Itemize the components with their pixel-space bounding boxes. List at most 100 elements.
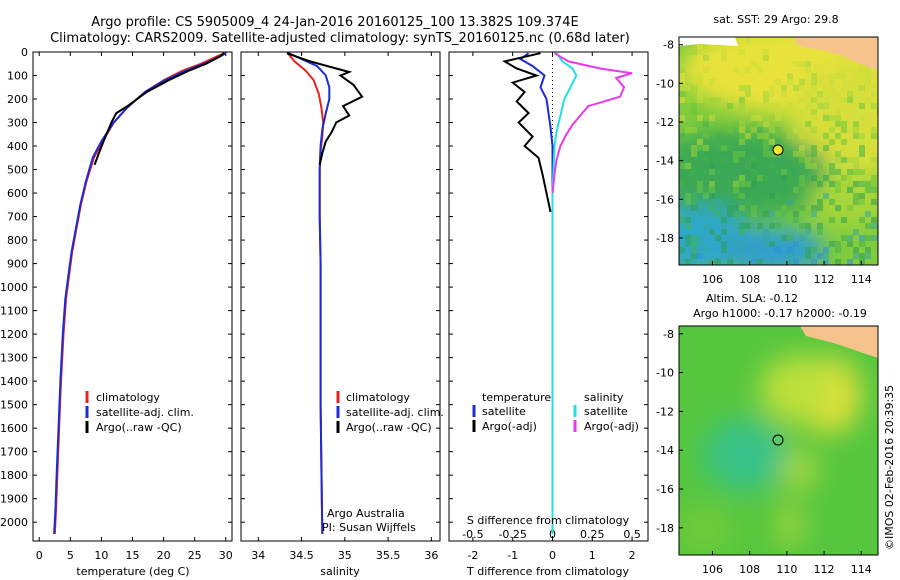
sst-pixel bbox=[781, 235, 787, 241]
sst-pixel bbox=[733, 181, 739, 187]
x-tick-label: 15 bbox=[126, 549, 140, 562]
series-line-climatology bbox=[53, 52, 225, 534]
sst-pixel bbox=[775, 223, 781, 229]
sst-pixel bbox=[745, 85, 751, 91]
credit-line2: PI: Susan Wijffels bbox=[322, 521, 416, 534]
temperature-series bbox=[53, 52, 227, 534]
depth-tick-label: 1800 bbox=[0, 469, 28, 482]
sst-pixel bbox=[763, 151, 769, 157]
sst-pixel bbox=[679, 247, 685, 253]
sst-pixel bbox=[733, 49, 739, 55]
sst-pixel bbox=[733, 175, 739, 181]
map-x-tick-label: 110 bbox=[776, 563, 797, 576]
sst-pixel bbox=[823, 79, 829, 85]
sst-pixel bbox=[679, 79, 685, 85]
sst-pixel bbox=[859, 217, 865, 223]
series-line-climatology bbox=[286, 52, 325, 534]
sst-pixel bbox=[721, 229, 727, 235]
sst-pixel bbox=[835, 121, 841, 127]
sst-pixel bbox=[691, 169, 697, 175]
sst-pixel bbox=[829, 241, 835, 247]
sst-pixel bbox=[799, 49, 805, 55]
sst-pixel bbox=[871, 127, 877, 133]
sst-pixel bbox=[859, 145, 865, 151]
legend-title-temperature: temperature bbox=[482, 391, 551, 404]
sst-pixel bbox=[823, 67, 829, 73]
sst-pixel bbox=[679, 163, 685, 169]
map-y-tick-label: -18 bbox=[656, 522, 674, 535]
sst-pixel bbox=[763, 199, 769, 205]
sst-pixel bbox=[787, 91, 793, 97]
sst-pixel bbox=[769, 127, 775, 133]
sst-pixel bbox=[805, 163, 811, 169]
sst-pixel bbox=[853, 169, 859, 175]
sst-pixel bbox=[685, 217, 691, 223]
sst-pixel bbox=[787, 199, 793, 205]
sst-pixel bbox=[817, 223, 823, 229]
sst-pixel bbox=[853, 127, 859, 133]
map-y-tick-label: -14 bbox=[656, 444, 674, 457]
sst-pixel bbox=[739, 247, 745, 253]
legend-label-climatology: climatology bbox=[346, 391, 410, 404]
sst-pixel bbox=[739, 49, 745, 55]
sst-pixel bbox=[781, 175, 787, 181]
sst-pixel bbox=[703, 55, 709, 61]
sst-pixel bbox=[739, 103, 745, 109]
sst-pixel bbox=[757, 133, 763, 139]
sst-pixel bbox=[859, 85, 865, 91]
sst-pixel bbox=[805, 247, 811, 253]
sst-pixel bbox=[817, 205, 823, 211]
sst-pixel bbox=[781, 37, 787, 43]
sst-pixel bbox=[793, 217, 799, 223]
sst-pixel bbox=[829, 163, 835, 169]
sst-pixel bbox=[745, 223, 751, 229]
sst-pixel bbox=[841, 91, 847, 97]
sst-pixel bbox=[709, 79, 715, 85]
sst-pixel bbox=[691, 247, 697, 253]
sst-pixel bbox=[775, 79, 781, 85]
sst-pixel bbox=[679, 145, 685, 151]
sst-pixel bbox=[685, 223, 691, 229]
sst-pixel bbox=[739, 151, 745, 157]
map-x-tick-label: 106 bbox=[702, 563, 723, 576]
sst-pixel bbox=[679, 55, 685, 61]
sst-pixel bbox=[733, 223, 739, 229]
sst-pixel bbox=[763, 121, 769, 127]
sst-pixel bbox=[721, 247, 727, 253]
sst-pixel bbox=[847, 181, 853, 187]
sst-pixel bbox=[853, 157, 859, 163]
sst-pixel bbox=[799, 205, 805, 211]
sst-pixel bbox=[871, 79, 877, 85]
sst-pixel bbox=[745, 181, 751, 187]
sst-pixel bbox=[853, 121, 859, 127]
sst-pixel bbox=[769, 91, 775, 97]
sst-pixel bbox=[847, 127, 853, 133]
sst-pixel bbox=[769, 61, 775, 67]
sst-pixel bbox=[721, 241, 727, 247]
sst-pixel bbox=[799, 145, 805, 151]
map-x-tick-label: 108 bbox=[739, 563, 760, 576]
sst-pixel bbox=[823, 175, 829, 181]
series-line-temperature-satellite bbox=[518, 52, 554, 534]
sst-pixel bbox=[805, 229, 811, 235]
sst-pixel bbox=[769, 259, 775, 265]
sst-pixel bbox=[745, 91, 751, 97]
sst-pixel bbox=[871, 91, 877, 97]
sst-pixel bbox=[853, 133, 859, 139]
series-line-satellite-adj-clim- bbox=[288, 52, 331, 534]
sst-pixel bbox=[805, 67, 811, 73]
sst-pixel bbox=[691, 205, 697, 211]
sst-map-coast-west bbox=[679, 37, 738, 46]
sst-pixel bbox=[859, 259, 865, 265]
sst-pixel bbox=[697, 187, 703, 193]
sst-map-axes: 106 108 110 112 114 -8 -10 -12 -14 -16 -18 bbox=[656, 39, 872, 286]
sst-pixel bbox=[859, 193, 865, 199]
sst-argo-marker bbox=[772, 144, 784, 156]
sst-pixel bbox=[697, 115, 703, 121]
sst-pixel bbox=[847, 73, 853, 79]
sst-pixel bbox=[733, 121, 739, 127]
map-y-tick-label: -10 bbox=[656, 77, 674, 90]
sst-pixel bbox=[823, 109, 829, 115]
sst-pixel bbox=[823, 115, 829, 121]
sst-pixel bbox=[847, 97, 853, 103]
